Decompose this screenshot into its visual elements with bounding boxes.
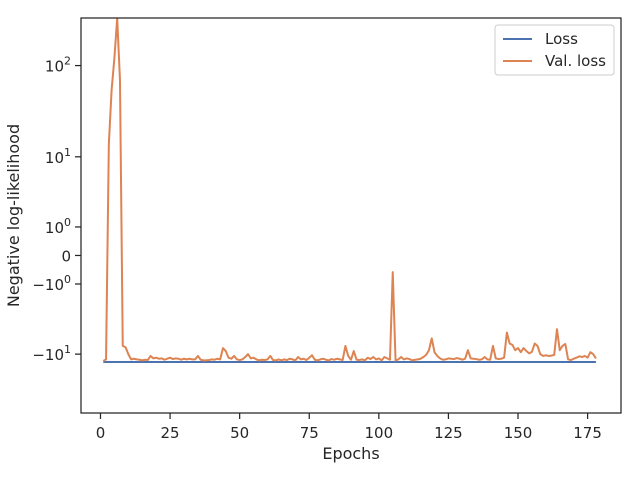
y-tick-label: 101 (45, 146, 71, 167)
y-tick-label: 102 (45, 55, 71, 76)
series-line-val-loss (102, 18, 597, 362)
x-tick-label: 175 (573, 424, 602, 442)
y-tick-label: −100 (32, 273, 71, 294)
y-tick-label: 100 (45, 216, 71, 237)
y-axis-title: Negative log-likelihood (4, 124, 23, 307)
series-layer (102, 18, 597, 363)
legend: Loss Val. loss (494, 24, 615, 76)
x-tick-label: 75 (300, 424, 319, 442)
legend-label-loss: Loss (545, 30, 578, 48)
x-tick-label: 100 (365, 424, 394, 442)
x-tick-label: 25 (161, 424, 180, 442)
x-tick-label: 150 (504, 424, 533, 442)
x-axis-title: Epochs (322, 444, 379, 463)
x-tick-label: 0 (96, 424, 106, 442)
x-axis: 0 25 50 75 100 125 150 175 (96, 413, 602, 442)
legend-label-val-loss: Val. loss (545, 52, 606, 70)
legend-frame (494, 24, 615, 76)
y-tick-label: 0 (61, 247, 71, 265)
x-tick-label: 50 (230, 424, 249, 442)
y-tick-label: −101 (32, 343, 71, 364)
y-axis: 102 101 100 0 −100 −101 (32, 55, 81, 364)
plot-frame (80, 17, 622, 414)
x-tick-label: 125 (434, 424, 463, 442)
plot-area (102, 18, 597, 363)
